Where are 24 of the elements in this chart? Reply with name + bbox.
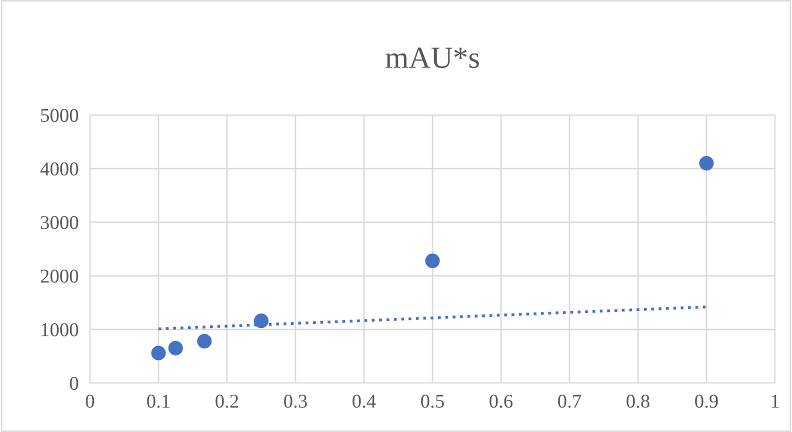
point	[425, 254, 440, 268]
y-tick-label: 2000	[40, 270, 78, 283]
y-tick-label: 3000	[40, 216, 78, 230]
point	[168, 340, 183, 356]
x-tick-label: 0.4	[352, 394, 376, 408]
y-tick-label: 5000	[41, 108, 78, 122]
x-tick-label: 0.8	[626, 394, 650, 408]
y-tick-label: 1000	[42, 323, 78, 336]
x-tick-label: 0	[86, 394, 94, 408]
x-tick-label: 0.1	[147, 394, 170, 408]
y-tick-label: 4000	[40, 162, 78, 176]
x-tick-label: 1	[772, 394, 779, 408]
x-tick-label: 0.3	[284, 394, 307, 408]
point	[197, 334, 212, 348]
point	[151, 346, 166, 360]
x-tick-label: 0.5	[421, 394, 444, 408]
point	[699, 156, 714, 171]
x-tick-label: 0.6	[490, 394, 513, 408]
y-tick-label: 0	[70, 376, 78, 390]
x-tick-label: 0.2	[216, 394, 238, 408]
point	[254, 314, 269, 328]
x-tick-label: 0.9	[695, 394, 718, 408]
chart-title: mAU*s	[386, 48, 479, 68]
x-tick-label: 0.7	[558, 394, 582, 408]
